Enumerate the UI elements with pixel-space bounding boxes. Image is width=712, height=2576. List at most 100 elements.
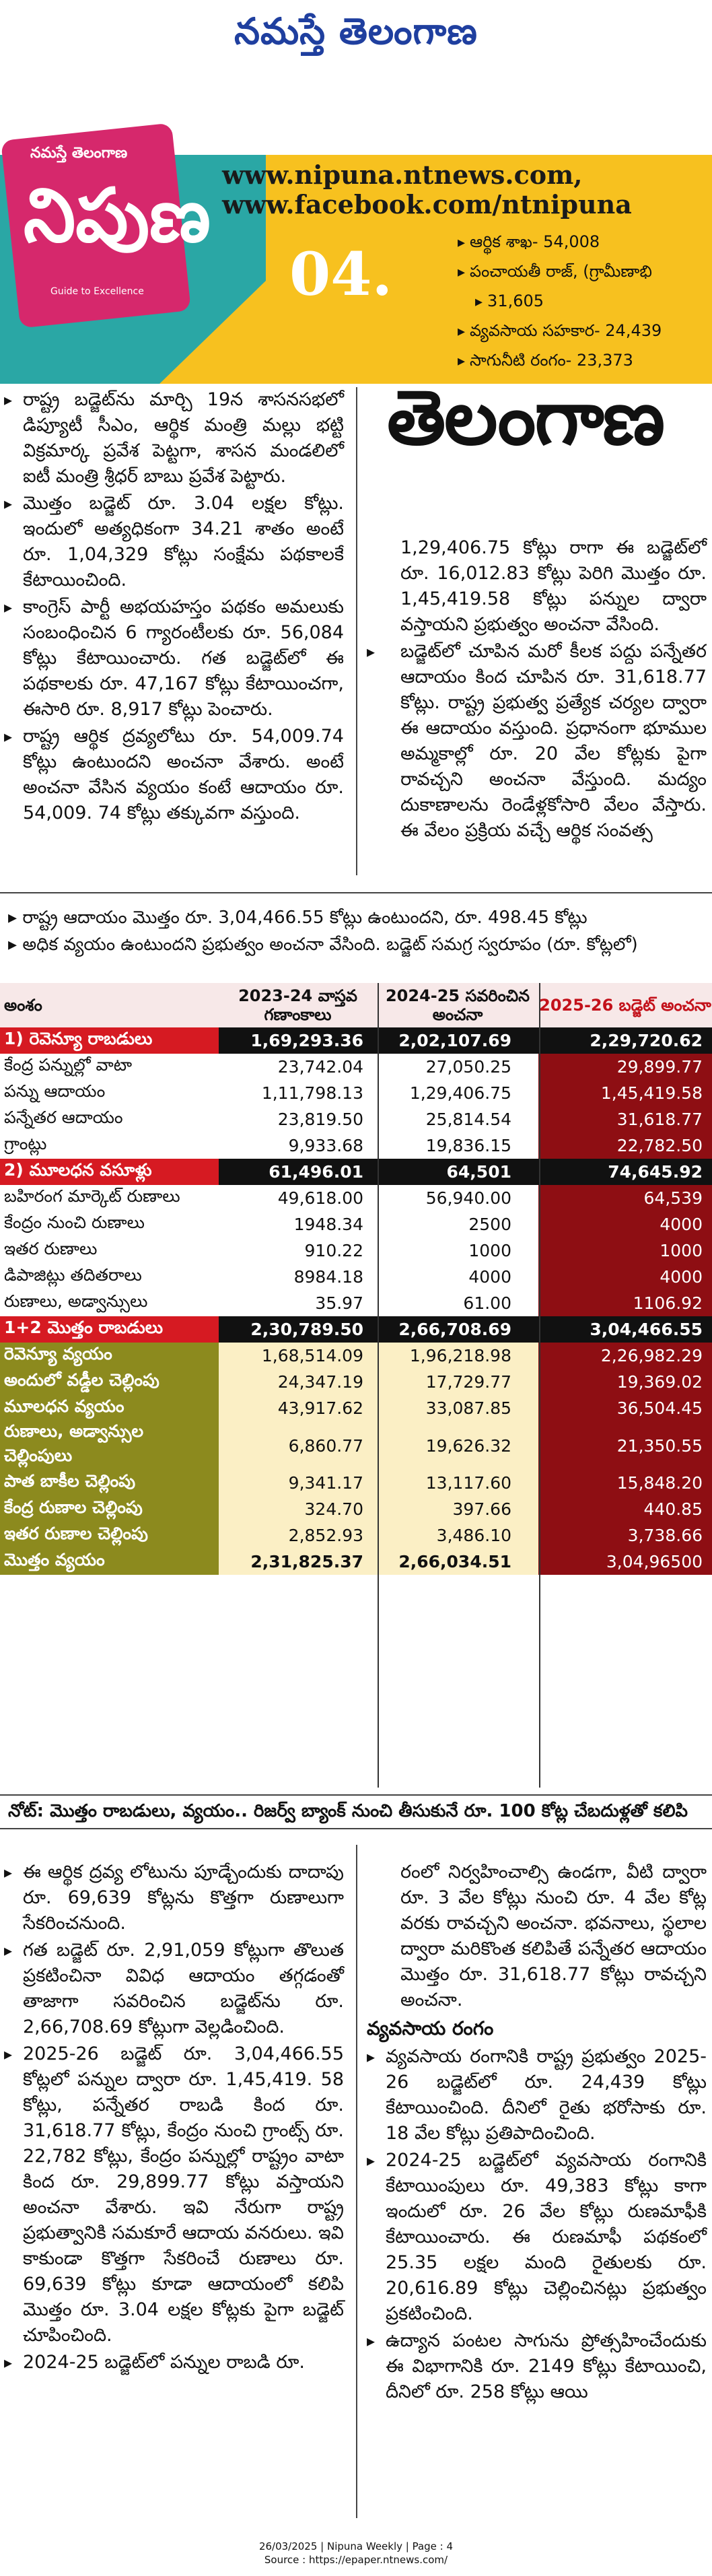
- value-cell: 35.97: [219, 1290, 377, 1316]
- value-cell: 4000: [538, 1264, 712, 1290]
- intro-line: అధిక వ్యయం ఉంటుందని ప్రభుత్వం అంచనా వేసి…: [8, 935, 638, 955]
- banner-urls: www.nipuna.ntnews.com, www.facebook.com/…: [222, 160, 632, 219]
- value-cell: 3,04,96500: [538, 1549, 712, 1575]
- bottom-left-column: ఈ ఆర్థిక ద్రవ్య లోటును పూడ్చేందుకు దాదాప…: [4, 1860, 344, 2377]
- value-cell: 3,04,466.55: [538, 1316, 712, 1343]
- value-cell: 23,742.04: [219, 1054, 377, 1080]
- value-cell: 64,539: [538, 1185, 712, 1211]
- value-cell: 27,050.25: [425, 1057, 511, 1077]
- table-row: రెవెన్యూ వ్యయం 1,68,514.09 1,96,218.98 2,26…: [0, 1343, 712, 1369]
- value-cell: 21,350.55: [538, 1421, 712, 1470]
- intro-line: రాష్ట్ర ఆదాయం మొత్తం రూ. 3,04,466.55 కోట…: [8, 908, 588, 928]
- page-title: తెలంగాణ: [387, 374, 665, 462]
- value-cell: 1,29,406.75: [409, 1083, 511, 1103]
- row-label: రుణాలు, అడ్వాన్సుల చెల్లింపులు: [0, 1421, 219, 1470]
- value-cell: 56,940.00: [425, 1188, 511, 1208]
- row-label: 2) మూలధన వసూళ్లు: [0, 1159, 219, 1185]
- table-row: రుణాలు, అడ్వాన్సుల చెల్లింపులు 6,860.77 19…: [0, 1421, 712, 1470]
- budget-table-body: అంశం 2023-24 వాస్తవ గణాంకాలు 2024-25 సవర…: [0, 983, 712, 1575]
- bullet-item: వ్యవసాయ సహకార- 24,439: [458, 316, 712, 346]
- value-cell: 1000: [538, 1238, 712, 1264]
- row-label: రుణాలు, అడ్వాన్సులు: [4, 1291, 148, 1311]
- table-row: ఇతర రుణాలు 910.22 1000 1000: [0, 1238, 712, 1264]
- value-cell: 4000: [538, 1211, 712, 1238]
- value-cell: 1948.34: [219, 1211, 377, 1238]
- table-header: అంశం 2023-24 వాస్తవ గణాంకాలు 2024-25 సవర…: [0, 983, 712, 1027]
- paragraph: గత బడ్జెట్ రూ. 2,91,059 కోట్లుగా తొలుత ప…: [4, 1938, 344, 2040]
- column-divider: [356, 1845, 357, 2518]
- left-column: రాష్ట్ర బడ్జెట్‌ను మార్చి 19న శాసనసభలో డ…: [4, 387, 344, 827]
- logo-main-text: నిపుణ: [24, 172, 211, 259]
- paragraph: రాష్ట్ర బడ్జెట్‌ను మార్చి 19న శాసనసభలో డ…: [4, 387, 344, 489]
- row-label: పన్ను ఆదాయం: [4, 1081, 106, 1101]
- value-cell: 2,31,825.37: [219, 1549, 377, 1575]
- budget-table: అంశం 2023-24 వాస్తవ గణాంకాలు 2024-25 సవర…: [0, 983, 712, 1575]
- value-cell: 64,501: [377, 1159, 538, 1185]
- table-row: గ్రాంట్లు 9,933.68 19,836.15 22,782.50: [0, 1132, 712, 1159]
- website-link[interactable]: www.nipuna.ntnews.com,: [222, 160, 583, 190]
- value-cell: 19,626.32: [377, 1421, 538, 1470]
- value-cell: 440.85: [538, 1496, 712, 1522]
- facebook-link[interactable]: www.facebook.com/ntnipuna: [222, 189, 632, 219]
- value-cell: 2,66,034.51: [377, 1549, 538, 1575]
- value-cell: 8984.18: [219, 1264, 377, 1290]
- table-row: కేంద్ర పన్నుల్లో వాటా 23,742.04 27,050.25 2…: [0, 1054, 712, 1080]
- paragraph: కాంగ్రెస్ పార్టీ అభయహస్తం పథకం అమలుకు సం…: [4, 595, 344, 722]
- value-cell: 2,30,789.50: [219, 1316, 377, 1343]
- value-cell: 24,347.19: [219, 1369, 377, 1395]
- masthead: నమస్తే తెలంగాణ: [0, 0, 712, 74]
- row-label: కేంద్ర రుణాల చెల్లింపు: [0, 1496, 219, 1522]
- value-cell: 3,738.66: [538, 1522, 712, 1549]
- header-cell: అంశం: [0, 983, 219, 1027]
- header-cell: 2023-24 వాస్తవ గణాంకాలు: [219, 983, 377, 1027]
- table-row: ఇతర రుణాల చెల్లింపు 2,852.93 3,486.10 3,738…: [0, 1522, 712, 1549]
- value-cell: 4000: [468, 1267, 511, 1287]
- value-cell: 2,66,708.69: [377, 1316, 538, 1343]
- row-label: కేంద్రం నుంచి రుణాలు: [4, 1212, 145, 1232]
- table-column-rule: [539, 983, 540, 1788]
- row-label: పన్నేతర ఆదాయం: [4, 1107, 123, 1127]
- masthead-title: నమస్తే తెలంగాణ: [234, 9, 478, 53]
- value-cell: 9,341.17: [219, 1470, 377, 1496]
- row-label: కేంద్ర పన్నుల్లో వాటా: [4, 1054, 133, 1075]
- value-cell: 910.22: [219, 1238, 377, 1264]
- row-label: ఇతర రుణాలు: [4, 1238, 98, 1258]
- value-cell: 2500: [468, 1215, 511, 1234]
- table-row: కేంద్రం నుంచి రుణాలు 1948.34 2500 4000: [0, 1211, 712, 1238]
- value-cell: 74,645.92: [538, 1159, 712, 1185]
- table-row: డిపాజిట్లు తదితరాలు 8984.18 4000 4000: [0, 1264, 712, 1290]
- bottom-right-column: రంలో నిర్వహించాల్సి ఉండగా, వీటి ద్వారా ర…: [367, 1860, 707, 2406]
- value-cell: 1,11,798.13: [219, 1080, 377, 1106]
- value-cell: 2,02,107.69: [377, 1027, 538, 1054]
- value-cell: 324.70: [219, 1496, 377, 1522]
- value-cell: 29,899.77: [538, 1054, 712, 1080]
- row-label: గ్రాంట్లు: [4, 1133, 47, 1153]
- value-cell: 15,848.20: [538, 1470, 712, 1496]
- page-footer: 26/03/2025 | Nipuna Weekly | Page : 4 So…: [0, 2540, 712, 2567]
- value-cell: 19,836.15: [425, 1136, 511, 1155]
- table-row: మూలధన వ్యయం 43,917.62 33,087.85 36,504.45: [0, 1395, 712, 1421]
- row-label: 1+2 మొత్తం రాబడులు: [0, 1316, 219, 1343]
- value-cell: 3,486.10: [377, 1522, 538, 1549]
- footer-date: 26/03/2025 | Nipuna Weekly | Page : 4: [258, 2540, 454, 2552]
- table-row: మొత్తం వ్యయం 2,31,825.37 2,66,034.51 3,04,9…: [0, 1549, 712, 1575]
- paragraph: రంలో నిర్వహించాల్సి ఉండగా, వీటి ద్వారా ర…: [400, 1862, 707, 2010]
- table-row: బహిరంగ మార్కెట్ రుణాలు 49,618.00 56,940.00…: [0, 1185, 712, 1211]
- column-divider: [356, 387, 357, 875]
- section-heading: వ్యవసాయ రంగం: [367, 2017, 494, 2039]
- header-cell: 2025-26 బడ్జెట్ అంచనా: [538, 983, 712, 1027]
- value-cell: 1106.92: [538, 1290, 712, 1316]
- value-cell: 49,618.00: [219, 1185, 377, 1211]
- paragraph: 2024-25 బడ్జెట్‌లో పన్నుల రాబడి రూ.: [4, 2350, 344, 2375]
- value-cell: 9,933.68: [219, 1132, 377, 1159]
- value-cell: 2,26,982.29: [538, 1343, 712, 1369]
- bullet-item: సాగునీటి రంగం- 23,373: [458, 346, 712, 376]
- value-cell: 6,860.77: [219, 1421, 377, 1470]
- paragraph: 2024-25 బడ్జెట్‌లో వ్యవసాయ రంగానికి కేటా…: [367, 2148, 707, 2327]
- table-row: పన్నేతర ఆదాయం 23,819.50 25,814.54 31,618.77: [0, 1106, 712, 1132]
- row-label: మొత్తం వ్యయం: [0, 1549, 219, 1575]
- value-cell: 19,369.02: [538, 1369, 712, 1395]
- table-row: 1+2 మొత్తం రాబడులు 2,30,789.50 2,66,708.69…: [0, 1316, 712, 1343]
- table-row: పాత బాకీల చెల్లింపు 9,341.17 13,117.60 15,8…: [0, 1470, 712, 1496]
- row-label: 1) రెవెన్యూ రాబడులు: [0, 1027, 219, 1054]
